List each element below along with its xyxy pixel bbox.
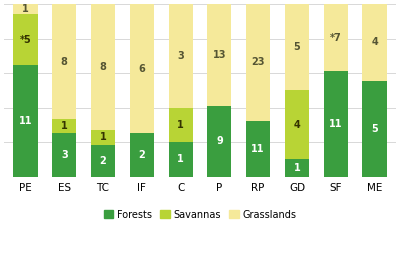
Text: 1: 1 bbox=[294, 163, 300, 173]
Bar bbox=[362, 81, 386, 177]
Text: *5: *5 bbox=[20, 35, 31, 45]
Text: 2: 2 bbox=[100, 156, 106, 166]
Bar bbox=[91, 145, 115, 177]
Text: 1: 1 bbox=[22, 4, 29, 14]
Bar bbox=[246, 4, 270, 121]
Bar bbox=[324, 4, 348, 71]
Bar bbox=[91, 130, 115, 145]
Text: 3: 3 bbox=[61, 150, 68, 160]
Bar bbox=[362, 4, 386, 81]
Text: 2: 2 bbox=[138, 150, 145, 160]
Bar bbox=[52, 133, 76, 177]
Bar bbox=[207, 106, 232, 177]
Legend: Forests, Savannas, Grasslands: Forests, Savannas, Grasslands bbox=[100, 206, 300, 224]
Text: 1: 1 bbox=[61, 121, 68, 131]
Text: 1: 1 bbox=[177, 120, 184, 130]
Bar bbox=[207, 4, 232, 106]
Text: 6: 6 bbox=[138, 64, 145, 74]
Text: 1: 1 bbox=[177, 154, 184, 164]
Bar bbox=[285, 4, 309, 90]
Text: 5: 5 bbox=[294, 42, 300, 52]
Bar bbox=[130, 4, 154, 133]
Text: 11: 11 bbox=[252, 144, 265, 154]
Bar bbox=[14, 65, 38, 177]
Text: 4: 4 bbox=[294, 120, 300, 130]
Bar bbox=[91, 4, 115, 130]
Bar bbox=[285, 159, 309, 177]
Bar bbox=[285, 90, 309, 159]
Text: 11: 11 bbox=[329, 119, 342, 129]
Bar bbox=[52, 119, 76, 133]
Bar bbox=[14, 4, 38, 14]
Bar bbox=[168, 142, 193, 177]
Bar bbox=[246, 121, 270, 177]
Text: *7: *7 bbox=[330, 33, 342, 43]
Text: 8: 8 bbox=[61, 57, 68, 67]
Text: 9: 9 bbox=[216, 136, 223, 146]
Text: 8: 8 bbox=[100, 62, 106, 72]
Text: 13: 13 bbox=[213, 50, 226, 60]
Text: 5: 5 bbox=[371, 124, 378, 134]
Bar bbox=[324, 71, 348, 177]
Bar bbox=[168, 107, 193, 142]
Text: 1: 1 bbox=[100, 132, 106, 142]
Bar bbox=[168, 4, 193, 107]
Bar bbox=[52, 4, 76, 119]
Text: 11: 11 bbox=[19, 116, 32, 126]
Bar bbox=[14, 14, 38, 65]
Text: 4: 4 bbox=[371, 38, 378, 47]
Text: 23: 23 bbox=[252, 57, 265, 68]
Bar bbox=[130, 133, 154, 177]
Text: 3: 3 bbox=[177, 51, 184, 61]
